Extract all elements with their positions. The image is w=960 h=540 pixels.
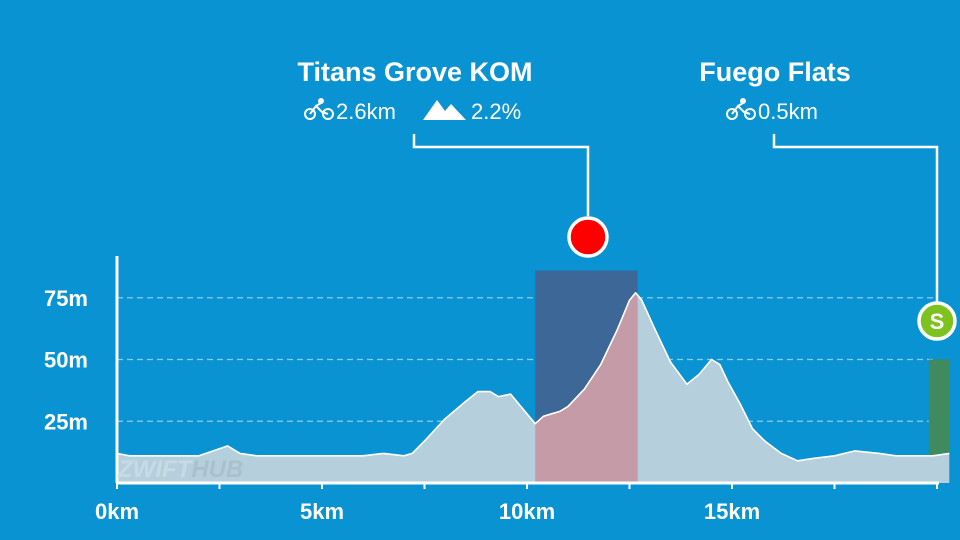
y-tick-label: 25m — [44, 409, 88, 434]
sprint-segment-callout[interactable]: Fuego Flats 0.5km S — [699, 57, 957, 341]
gridlines — [117, 297, 937, 422]
y-tick-label: 75m — [44, 286, 88, 311]
sprint-segment-band — [928, 359, 950, 483]
kom-segment-callout[interactable]: Titans Grove KOM 2.6km 2.2% — [297, 57, 609, 258]
sprint-marker-icon[interactable]: S — [917, 301, 957, 341]
axes — [115, 256, 939, 489]
x-tick-label: 0km — [95, 499, 139, 524]
kom-segment-grade: 2.2% — [471, 99, 521, 124]
x-tick-labels: 0km 5km 10km 15km — [95, 499, 760, 524]
bike-icon — [726, 98, 756, 120]
kom-segment-distance: 2.6km — [336, 99, 396, 124]
sprint-segment-title: Fuego Flats — [699, 57, 851, 87]
sprint-segment-distance: 0.5km — [758, 99, 818, 124]
kom-marker-icon[interactable] — [567, 216, 609, 258]
watermark: ZWIFTHUB — [117, 456, 243, 483]
sprint-marker-label: S — [930, 309, 945, 334]
elevation-line — [116, 292, 950, 462]
y-tick-label: 50m — [44, 348, 88, 373]
kom-segment-title: Titans Grove KOM — [297, 57, 532, 87]
elevation-area — [117, 292, 950, 483]
bike-icon — [304, 98, 334, 120]
x-tick-label: 5km — [300, 499, 344, 524]
sprint-leader-line — [772, 134, 939, 302]
kom-leader-line — [412, 134, 590, 216]
mountain-icon — [423, 100, 466, 120]
elevation-profile — [116, 292, 950, 483]
x-tick-label: 15km — [704, 499, 760, 524]
x-tick-label: 10km — [499, 499, 555, 524]
watermark-left: ZWIFT — [117, 456, 194, 483]
y-tick-labels: 25m 50m 75m — [44, 286, 88, 435]
watermark-right: HUB — [191, 456, 243, 483]
kom-elevation-area — [535, 292, 638, 483]
